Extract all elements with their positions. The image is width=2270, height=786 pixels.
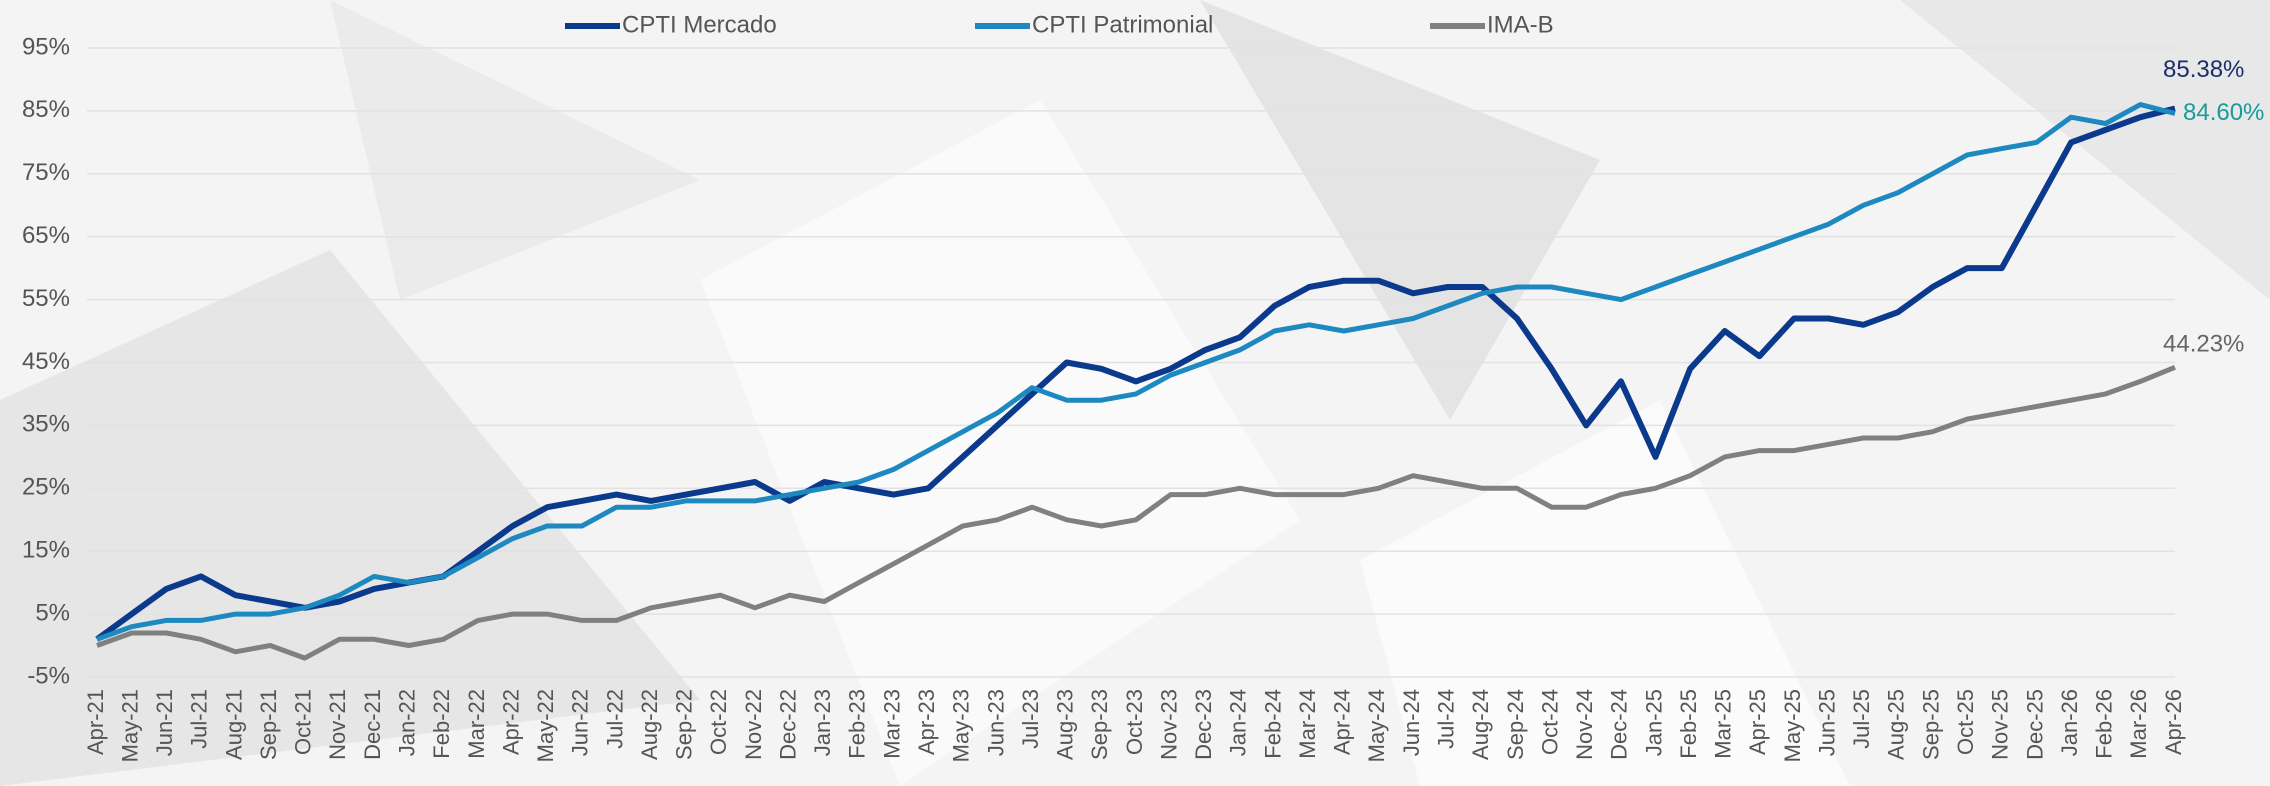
x-tick-label: Nov-25 [1988,689,2013,760]
x-tick-label: Dec-22 [775,689,800,760]
x-tick-label: May-22 [533,689,558,762]
x-tick-label: Feb-24 [1260,689,1285,759]
y-tick-label: 85% [22,96,70,123]
x-tick-label: Aug-23 [1053,689,1078,760]
legend-label: CPTI Patrimonial [1032,11,1213,38]
x-tick-label: Apr-22 [498,689,523,755]
x-tick-label: Nov-21 [325,689,350,760]
x-tick-label: Jun-23 [983,689,1008,756]
x-tick-label: Oct-24 [1537,689,1562,755]
x-tick-label: Jun-25 [1814,689,1839,756]
data-label: 85.38% [2163,56,2244,83]
x-tick-label: Oct-23 [1122,689,1147,755]
x-tick-label: Dec-21 [360,689,385,760]
x-tick-label: Jul-21 [187,689,212,749]
series-line [96,364,2176,661]
x-tick-label: Mar-22 [464,689,489,759]
x-tick-label: Sep-21 [256,689,281,760]
x-tick-label: Mar-23 [879,689,904,759]
x-tick-label: Mar-25 [1711,689,1736,759]
x-tick-label: Nov-24 [1572,689,1597,760]
x-tick-label: Dec-24 [1607,689,1632,760]
series-line [96,102,2176,642]
decoration [0,250,700,786]
x-tick-label: Jan-22 [395,689,420,756]
y-tick-label: 35% [22,411,70,438]
x-tick-label: Nov-22 [741,689,766,760]
x-tick-label: Apr-24 [1330,689,1355,755]
data-label: 44.23% [2163,331,2244,358]
x-tick-label: Jun-21 [152,689,177,756]
x-tick-label: Jul-22 [602,689,627,749]
x-tick-label: Jan-24 [1226,689,1251,756]
x-tick-label: May-23 [949,689,974,762]
x-tick-label: Dec-25 [2022,689,2047,760]
x-tick-label: Jul-25 [1849,689,1874,749]
y-tick-label: 15% [22,537,70,564]
x-tick-label: Sep-23 [1087,689,1112,760]
x-tick-label: May-24 [1364,689,1389,762]
x-tick-label: Aug-22 [637,689,662,760]
x-tick-label: May-25 [1780,689,1805,762]
x-tick-label: Sep-22 [672,689,697,760]
x-tick-label: Apr-21 [83,689,108,755]
decoration [1360,400,1850,786]
x-tick-label: Jan-26 [2057,689,2082,756]
x-tick-label: Jul-24 [1434,689,1459,749]
decoration [1900,0,2270,300]
x-tick-label: Sep-25 [1918,689,1943,760]
x-tick-label: Aug-25 [1884,689,1909,760]
y-tick-label: -5% [27,662,70,689]
decoration [1200,0,1600,420]
x-tick-label: Aug-24 [1468,689,1493,760]
y-tick-label: 25% [22,474,70,501]
y-tick-label: 45% [22,348,70,375]
y-tick-label: 5% [35,599,70,626]
data-label: 84.60% [2183,99,2264,126]
x-tick-label: Oct-21 [291,689,316,755]
x-tick-label: Oct-25 [1953,689,1978,755]
y-tick-label: 55% [22,285,70,312]
x-tick-label: Dec-23 [1191,689,1216,760]
y-tick-label: 75% [22,159,70,186]
x-tick-label: Mar-24 [1295,689,1320,759]
x-tick-label: Jun-24 [1399,689,1424,756]
x-tick-label: Feb-23 [845,689,870,759]
decoration [330,0,700,300]
x-tick-label: Mar-26 [2126,689,2151,759]
x-tick-label: Jan-23 [810,689,835,756]
y-tick-label: 65% [22,222,70,249]
x-tick-label: Apr-26 [2161,689,2186,755]
x-tick-label: May-21 [117,689,142,762]
x-tick-label: Jul-23 [1018,689,1043,749]
legend-label: CPTI Mercado [622,11,777,38]
x-tick-label: Sep-24 [1503,689,1528,760]
x-tick-label: Aug-21 [221,689,246,760]
legend-label: IMA-B [1487,11,1554,38]
x-tick-label: Feb-26 [2092,689,2117,759]
x-tick-label: Jun-22 [568,689,593,756]
x-tick-label: Jan-25 [1641,689,1666,756]
x-tick-label: Oct-22 [706,689,731,755]
x-tick-label: Feb-25 [1676,689,1701,759]
y-tick-label: 95% [22,33,70,60]
x-tick-label: Apr-23 [914,689,939,755]
x-tick-label: Apr-25 [1745,689,1770,755]
x-tick-label: Feb-22 [429,689,454,759]
x-tick-label: Nov-23 [1156,689,1181,760]
